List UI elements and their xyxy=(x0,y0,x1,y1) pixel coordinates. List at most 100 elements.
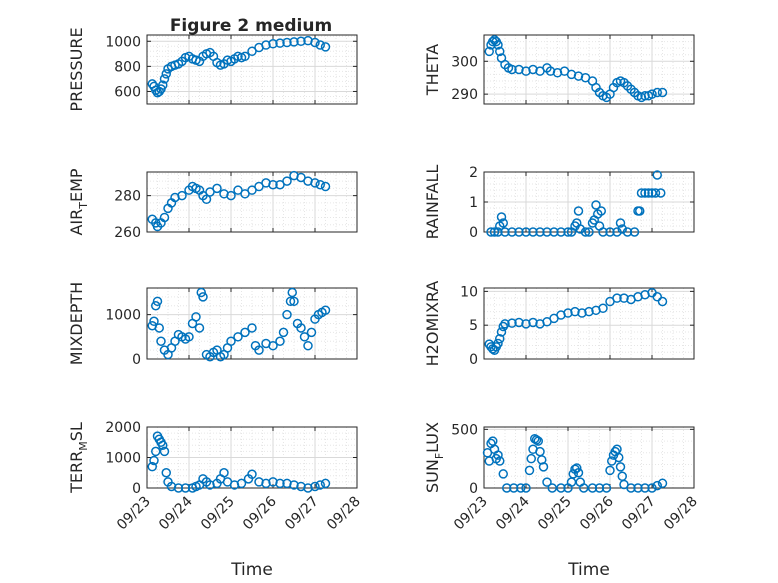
data-point xyxy=(526,453,536,464)
data-point xyxy=(615,462,626,472)
subplot-3: 260 280 AIRTEMP xyxy=(67,168,358,241)
data-point xyxy=(528,227,538,237)
data-point xyxy=(650,188,661,198)
data-point xyxy=(240,51,250,62)
data-point xyxy=(577,308,587,318)
data-point xyxy=(643,188,654,198)
data-point xyxy=(289,296,299,307)
data-point xyxy=(533,436,543,446)
data-point xyxy=(584,227,594,237)
data-point xyxy=(268,477,278,487)
data-point xyxy=(652,292,662,302)
data-point xyxy=(282,478,292,489)
y-axis-label: PRESSURE xyxy=(67,27,86,111)
data-point xyxy=(635,206,645,216)
y-axis-label: SUNFLUX xyxy=(423,422,446,493)
subplot-4: 0 1 2 RAINFALL xyxy=(423,165,695,241)
data-point xyxy=(524,465,535,476)
data-point xyxy=(268,179,278,190)
data-point xyxy=(652,480,662,491)
data-point xyxy=(285,296,296,307)
data-point xyxy=(507,64,517,75)
y-axis-label: MIXDEPTH xyxy=(67,282,86,365)
grid xyxy=(483,427,695,489)
data-point xyxy=(570,306,580,317)
data-point xyxy=(622,227,633,237)
data-point xyxy=(619,293,629,303)
subplot-1: 600 800 1000 PRESSURE xyxy=(67,27,358,112)
grid xyxy=(146,172,358,233)
y-tick-label: 0 xyxy=(469,225,478,241)
subplot-6: 0 5 10 H2OMIXRA xyxy=(423,281,695,368)
subplot-2: 290 300 THETA xyxy=(423,34,695,105)
data-point xyxy=(657,296,668,307)
data-point xyxy=(657,87,668,98)
data-point xyxy=(158,80,168,90)
data-point xyxy=(315,40,325,50)
y-tick-label: 260 xyxy=(114,225,141,241)
data-point xyxy=(647,483,657,493)
series-points xyxy=(147,431,331,493)
series-points xyxy=(484,287,668,355)
series-points xyxy=(484,35,668,103)
data-point xyxy=(615,218,626,228)
data-point xyxy=(194,323,205,333)
data-point xyxy=(152,296,163,307)
y-tick-label: 800 xyxy=(114,59,141,75)
data-point xyxy=(605,227,615,237)
data-point xyxy=(161,468,171,478)
data-point xyxy=(268,340,278,351)
data-point xyxy=(310,481,320,492)
data-point xyxy=(486,227,496,237)
x-axis-label: Time xyxy=(567,560,610,580)
data-point xyxy=(226,190,236,201)
y-tick-label: 600 xyxy=(114,84,141,100)
data-point xyxy=(549,227,559,237)
data-point xyxy=(528,317,538,328)
data-point xyxy=(596,206,606,216)
series-points xyxy=(482,433,668,493)
data-point xyxy=(275,478,285,489)
data-point xyxy=(315,480,325,490)
data-point xyxy=(507,227,517,237)
data-point xyxy=(633,483,643,493)
data-point xyxy=(159,212,170,223)
series-points xyxy=(147,35,331,98)
data-point xyxy=(556,483,566,493)
data-point xyxy=(282,37,292,48)
data-point xyxy=(614,452,624,463)
data-point xyxy=(563,308,573,318)
series-points xyxy=(486,170,666,237)
data-point xyxy=(158,440,168,451)
data-point xyxy=(629,227,640,237)
y-tick-label: 1000 xyxy=(105,451,141,467)
y-tick-label: 0 xyxy=(132,481,141,497)
data-point xyxy=(498,469,508,479)
data-point xyxy=(656,188,666,198)
data-point xyxy=(149,316,159,327)
y-axis-label: H2OMIXRA xyxy=(423,281,442,367)
data-point xyxy=(315,179,325,190)
data-point xyxy=(612,227,622,237)
y-tick-label: 500 xyxy=(451,422,478,438)
data-point xyxy=(261,478,271,489)
data-point xyxy=(647,89,657,99)
data-point xyxy=(151,301,161,311)
data-point xyxy=(289,480,299,490)
data-point xyxy=(159,74,170,84)
y-tick-label: 300 xyxy=(451,54,478,70)
data-point xyxy=(320,181,331,192)
data-point xyxy=(233,332,243,342)
data-point xyxy=(173,483,184,493)
axes-box xyxy=(483,287,695,360)
data-point xyxy=(201,194,212,205)
data-point xyxy=(542,227,552,237)
axes-box xyxy=(483,34,695,105)
axes-box xyxy=(146,171,358,233)
data-point xyxy=(229,480,240,490)
data-point xyxy=(484,46,494,57)
data-point xyxy=(196,287,206,298)
data-point xyxy=(149,455,159,466)
data-point xyxy=(617,224,627,234)
